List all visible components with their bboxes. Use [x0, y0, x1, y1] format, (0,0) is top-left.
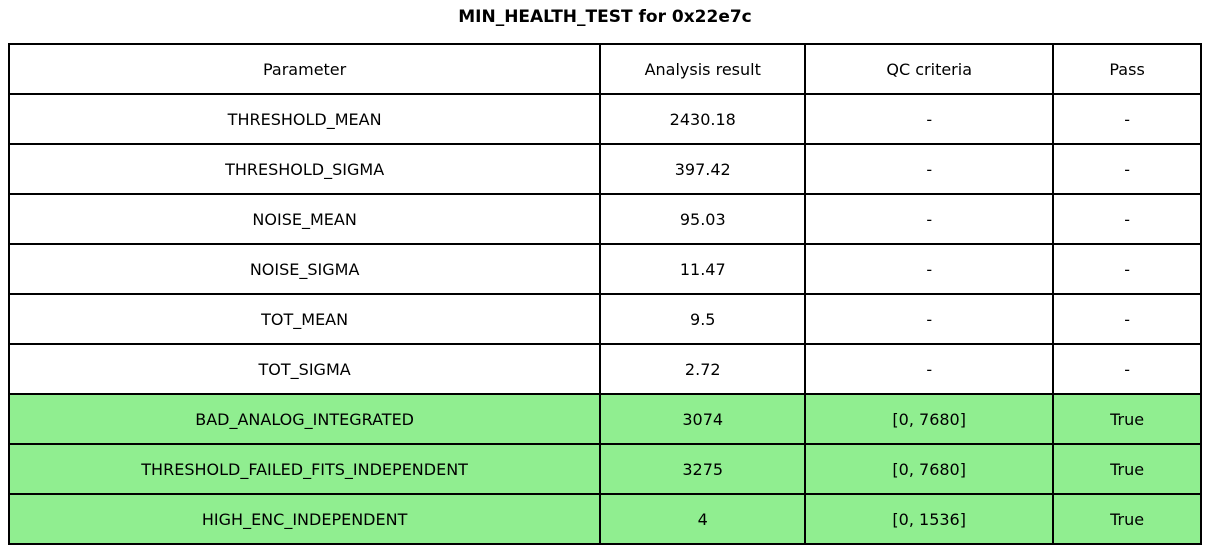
page-title: MIN_HEALTH_TEST for 0x22e7c [458, 7, 752, 27]
cell-parameter: HIGH_ENC_INDEPENDENT [7, 493, 602, 545]
cell-parameter: NOISE_MEAN [7, 193, 602, 245]
col-header-analysis-result: Analysis result [599, 43, 807, 95]
cell-analysis-result: 4 [599, 493, 807, 545]
cell-pass: - [1052, 293, 1202, 345]
cell-qc-criteria: [0, 7680] [804, 443, 1055, 495]
cell-analysis-result: 2.72 [599, 343, 807, 395]
cell-qc-criteria: - [804, 343, 1055, 395]
col-header-parameter: Parameter [7, 43, 602, 95]
cell-pass: - [1052, 243, 1202, 295]
col-header-qc-criteria: QC criteria [804, 43, 1055, 95]
cell-pass: True [1052, 493, 1202, 545]
cell-qc-criteria: [0, 1536] [804, 493, 1055, 545]
table-row: TOT_SIGMA 2.72 - - [7, 343, 1202, 395]
cell-pass: - [1052, 193, 1202, 245]
cell-qc-criteria: [0, 7680] [804, 393, 1055, 445]
header-row: Parameter Analysis result QC criteria Pa… [7, 43, 1202, 95]
cell-qc-criteria: - [804, 93, 1055, 145]
cell-analysis-result: 9.5 [599, 293, 807, 345]
cell-pass: True [1052, 443, 1202, 495]
table-row: THRESHOLD_MEAN 2430.18 - - [7, 93, 1202, 145]
health-test-table: Parameter Analysis result QC criteria Pa… [7, 43, 1202, 545]
cell-pass: - [1052, 93, 1202, 145]
col-header-pass: Pass [1052, 43, 1202, 95]
table-row-highlighted: BAD_ANALOG_INTEGRATED 3074 [0, 7680] Tru… [7, 393, 1202, 445]
cell-qc-criteria: - [804, 193, 1055, 245]
table-row: NOISE_MEAN 95.03 - - [7, 193, 1202, 245]
cell-analysis-result: 397.42 [599, 143, 807, 195]
cell-analysis-result: 3275 [599, 443, 807, 495]
table-row: THRESHOLD_SIGMA 397.42 - - [7, 143, 1202, 195]
cell-pass: True [1052, 393, 1202, 445]
cell-pass: - [1052, 143, 1202, 195]
cell-qc-criteria: - [804, 293, 1055, 345]
cell-parameter: TOT_SIGMA [7, 343, 602, 395]
cell-qc-criteria: - [804, 243, 1055, 295]
cell-parameter: THRESHOLD_SIGMA [7, 143, 602, 195]
cell-pass: - [1052, 343, 1202, 395]
table-row-highlighted: HIGH_ENC_INDEPENDENT 4 [0, 1536] True [7, 493, 1202, 545]
cell-analysis-result: 95.03 [599, 193, 807, 245]
cell-parameter: THRESHOLD_MEAN [7, 93, 602, 145]
cell-analysis-result: 2430.18 [599, 93, 807, 145]
cell-parameter: NOISE_SIGMA [7, 243, 602, 295]
cell-analysis-result: 11.47 [599, 243, 807, 295]
cell-qc-criteria: - [804, 143, 1055, 195]
cell-parameter: TOT_MEAN [7, 293, 602, 345]
table-row: NOISE_SIGMA 11.47 - - [7, 243, 1202, 295]
table-row: TOT_MEAN 9.5 - - [7, 293, 1202, 345]
cell-analysis-result: 3074 [599, 393, 807, 445]
cell-parameter: THRESHOLD_FAILED_FITS_INDEPENDENT [7, 443, 602, 495]
cell-parameter: BAD_ANALOG_INTEGRATED [7, 393, 602, 445]
table-row-highlighted: THRESHOLD_FAILED_FITS_INDEPENDENT 3275 [… [7, 443, 1202, 495]
